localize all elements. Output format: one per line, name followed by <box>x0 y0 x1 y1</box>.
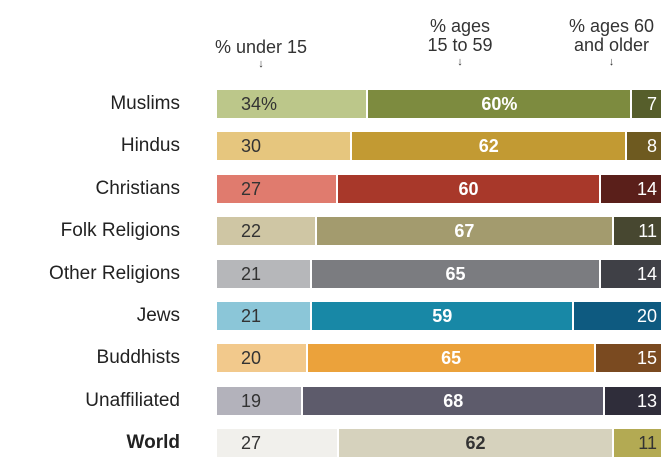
data-label: 60 <box>458 178 479 199</box>
data-label: 30 <box>241 136 262 157</box>
data-label: 27 <box>241 178 262 199</box>
data-label: 13 <box>636 390 657 411</box>
data-label: 65 <box>441 348 462 369</box>
data-label: 27 <box>241 433 262 454</box>
column-header-60-and-older: % ages 60 and older ↓ <box>555 17 668 69</box>
row-label: Other Religions <box>49 262 180 284</box>
data-label: 21 <box>241 306 262 326</box>
bar-segment-under-15: 21 <box>217 302 311 330</box>
data-label: 22 <box>241 221 262 242</box>
row-label: Folk Religions <box>60 220 180 242</box>
data-label: 60% <box>481 94 518 114</box>
row-label: Unaffiliated <box>85 389 180 411</box>
bar-segment-under-15: 19 <box>217 386 302 415</box>
row-label: Buddhists <box>96 347 180 369</box>
bar-segment-ages-15-59: 65 <box>305 344 595 373</box>
data-label: 34% <box>241 94 278 114</box>
bar-segment-ages-60-plus: 11 <box>612 429 661 458</box>
data-label: 14 <box>636 263 657 284</box>
column-header-under-15: % under 15 ↓ <box>196 38 326 71</box>
bar-segment-under-15: 27 <box>217 429 337 458</box>
data-label: 62 <box>465 433 486 454</box>
data-label: 14 <box>636 178 657 199</box>
data-label: 68 <box>443 390 464 411</box>
data-label: 21 <box>241 263 262 284</box>
bar-segment-ages-60-plus: 8 <box>625 132 661 161</box>
stacked-bar: 30 62 8 <box>217 132 661 161</box>
bar-segment-ages-60-plus: 14 <box>598 259 661 288</box>
down-arrow-icon: ↓ <box>457 56 463 68</box>
row-label: Hindus <box>120 135 180 157</box>
bar-segment-ages-15-59: 62 <box>336 429 613 458</box>
column-header-60-and-older-line-1: % ages 60 <box>568 16 655 36</box>
data-label: 7 <box>646 94 657 114</box>
down-arrow-icon: ↓ <box>608 56 615 68</box>
bar-segment-ages-60-plus: 7 <box>630 90 661 118</box>
bar-segment-ages-15-59: 62 <box>350 132 626 161</box>
bar-segment-ages-15-59: 59 <box>310 302 573 330</box>
column-header-15-to-59-line-2: 15 to 59 <box>427 35 493 55</box>
stacked-bar: 27 60 14 <box>217 174 661 203</box>
bar-segment-ages-15-59: 60% <box>366 90 631 118</box>
stacked-bar: 34% 60% 7 <box>217 90 661 118</box>
column-header-15-to-59-line-1: % ages <box>429 16 491 36</box>
bar-segment-under-15: 34% <box>217 90 367 118</box>
data-label: 59 <box>432 306 453 326</box>
data-label: 15 <box>636 348 657 369</box>
data-label: 20 <box>241 348 262 369</box>
stacked-bar: 22 67 11 <box>217 217 661 246</box>
bar-segment-ages-60-plus: 14 <box>599 174 661 203</box>
bar-segment-ages-60-plus: 20 <box>572 302 661 330</box>
stacked-bar: 21 65 14 <box>217 259 661 288</box>
column-header-15-to-59: % ages 15 to 59 ↓ <box>390 17 530 69</box>
row-label: Muslims <box>110 93 180 114</box>
row-label: Jews <box>136 305 180 326</box>
bar-segment-under-15: 21 <box>217 259 311 288</box>
stacked-bar: 21 59 20 <box>217 302 661 330</box>
stacked-bar: 19 68 13 <box>217 386 661 415</box>
column-header-under-15-line-1: % under 15 <box>214 37 308 57</box>
data-label: 67 <box>454 221 475 242</box>
bar-segment-ages-60-plus: 15 <box>594 344 661 373</box>
stacked-bar: 20 65 15 <box>217 344 661 373</box>
data-label: 62 <box>478 136 499 157</box>
row-label: World <box>126 432 180 454</box>
bar-segment-ages-60-plus: 13 <box>603 386 661 415</box>
stacked-bar: 27 62 11 <box>217 429 661 458</box>
bar-segment-under-15: 20 <box>217 344 306 373</box>
bar-segment-under-15: 22 <box>217 217 315 246</box>
bar-segment-ages-15-59: 68 <box>301 386 604 415</box>
data-label: 65 <box>445 263 466 284</box>
bar-segment-ages-15-59: 67 <box>314 217 613 246</box>
data-label: 19 <box>241 390 262 411</box>
down-arrow-icon: ↓ <box>258 58 264 70</box>
bar-segment-under-15: 27 <box>217 174 336 203</box>
bar-segment-ages-15-59: 60 <box>335 174 600 203</box>
data-label: 8 <box>646 136 657 157</box>
row-label: Christians <box>95 177 180 199</box>
column-header-60-and-older-line-2: and older <box>573 35 650 55</box>
data-label: 11 <box>638 221 657 242</box>
data-label: 20 <box>636 306 657 326</box>
bar-segment-under-15: 30 <box>217 132 351 161</box>
bar-segment-ages-15-59: 65 <box>310 259 599 288</box>
bar-segment-ages-60-plus: 11 <box>612 217 661 246</box>
data-label: 11 <box>638 433 657 454</box>
